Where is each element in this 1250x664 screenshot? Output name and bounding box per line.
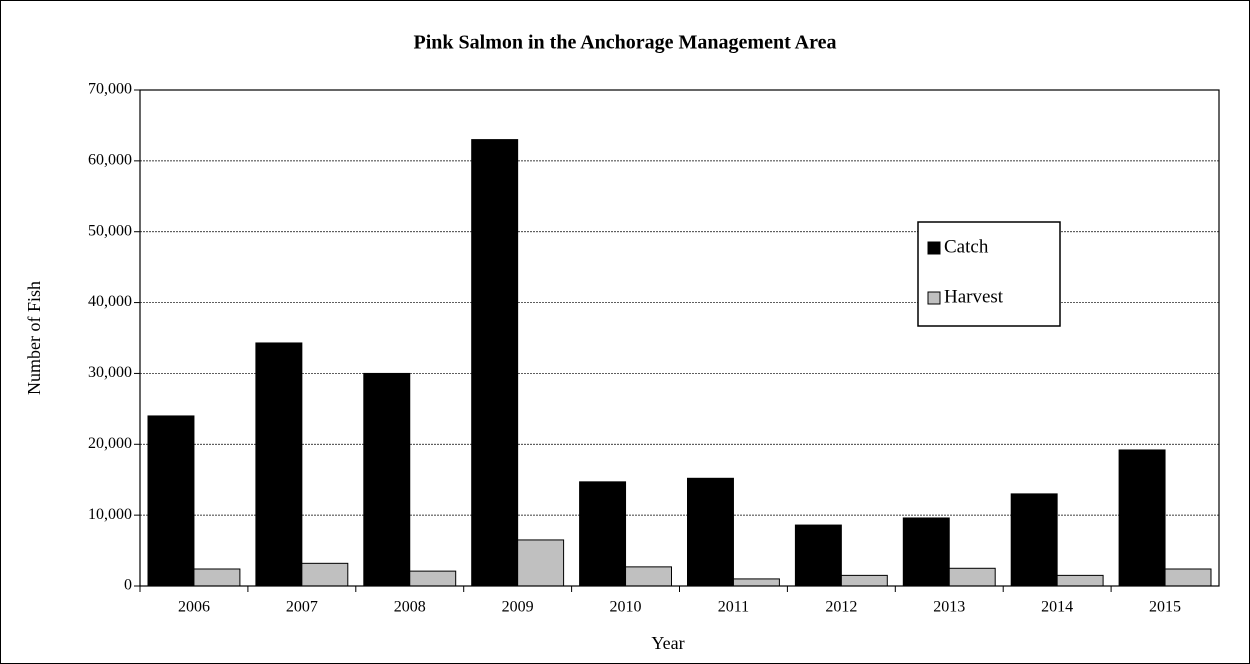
chart-title: Pink Salmon in the Anchorage Management … [414,32,837,54]
x-tick-label: 2007 [286,599,318,616]
bar [625,566,672,587]
y-tick-label: 40,000 [88,293,132,310]
bar [687,477,734,587]
bar [732,578,780,587]
legend-box [917,221,1061,327]
x-axis-title: Year [651,633,684,653]
bar [579,481,627,587]
x-tick-label: 2015 [1149,599,1181,616]
y-tick-label: 70,000 [88,81,132,98]
y-tick-label: 60,000 [88,152,132,169]
y-axis-title: Number of Fish [24,281,44,395]
bar [1164,568,1212,587]
bar [301,562,349,587]
legend-swatch [927,291,941,305]
bar [1056,574,1104,587]
x-tick-label: 2006 [178,599,210,616]
bar [902,517,950,587]
y-tick-label: 50,000 [88,222,132,239]
bar [409,570,457,587]
x-tick-label: 2010 [610,599,642,616]
bar [948,567,996,587]
x-tick-label: 2008 [394,599,426,616]
legend-label: Harvest [944,286,1004,307]
plot-frame [139,89,1220,587]
bar [471,139,519,587]
y-tick-label: 0 [124,577,132,594]
bar [255,342,303,587]
x-tick-label: 2009 [502,599,534,616]
bar [363,372,411,587]
x-tick-label: 2013 [933,599,965,616]
x-tick-label: 2011 [718,599,749,616]
bar [147,415,195,587]
y-tick-label: 20,000 [88,435,132,452]
bar [193,568,241,587]
bar [517,539,565,587]
bar [1118,449,1166,587]
x-tick-label: 2014 [1041,599,1073,616]
y-tick-label: 10,000 [88,506,132,523]
legend-label: Catch [944,236,989,257]
bar [1010,493,1058,587]
x-tick-label: 2012 [825,599,857,616]
bar [794,524,842,587]
legend-swatch [927,241,941,255]
bar [840,574,888,587]
y-tick-label: 30,000 [88,364,132,381]
